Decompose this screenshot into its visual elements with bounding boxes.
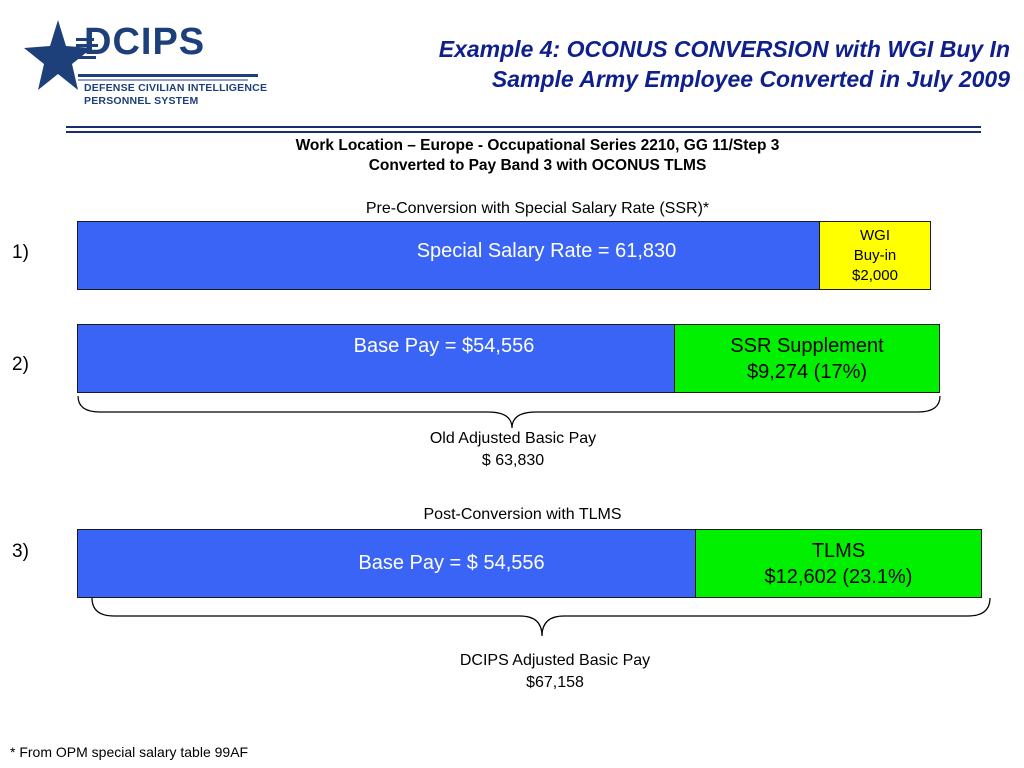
subheading: Work Location – Europe - Occupational Se… <box>295 137 780 174</box>
dcips-logo: DCIPS <box>24 20 258 90</box>
footnote: * From OPM special salary table 99AF <box>10 744 249 760</box>
row-label-3: 3) <box>12 541 29 562</box>
post-conversion-label: Post-Conversion with TLMS <box>423 506 622 523</box>
old-adjusted-basic-pay: Old Adjusted Basic Pay $ 63,830 <box>429 430 597 469</box>
dcips-adjusted-basic-pay: DCIPS Adjusted Basic Pay $67,158 <box>459 652 651 691</box>
pre-conversion-label: Pre-Conversion with Special Salary Rate … <box>365 200 710 217</box>
row-label-2: 2) <box>12 354 29 375</box>
wgi-buy-in-box: WGI Buy-in $2,000 <box>819 221 931 290</box>
divider <box>66 131 981 133</box>
logo-wordmark: DCIPS <box>84 21 205 63</box>
special-salary-rate-bar: Special Salary Rate = 61,830 <box>77 221 820 290</box>
star-icon <box>24 20 92 90</box>
page-title: Example 4: OCONUS CONVERSION with WGI Bu… <box>438 36 1010 92</box>
base-pay-bar-post: Base Pay = $ 54,556 <box>77 529 696 598</box>
ssr-supplement-box: SSR Supplement $9,274 (17%) <box>674 324 940 393</box>
tlms-box: TLMS $12,602 (23.1%) <box>695 529 982 598</box>
logo-subtitle: DEFENSE CIVILIAN INTELLIGENCE PERSONNEL … <box>84 82 268 107</box>
base-pay-bar-pre: Base Pay = $54,556 <box>77 324 675 393</box>
row-label-1: 1) <box>12 242 29 263</box>
divider <box>66 126 981 128</box>
